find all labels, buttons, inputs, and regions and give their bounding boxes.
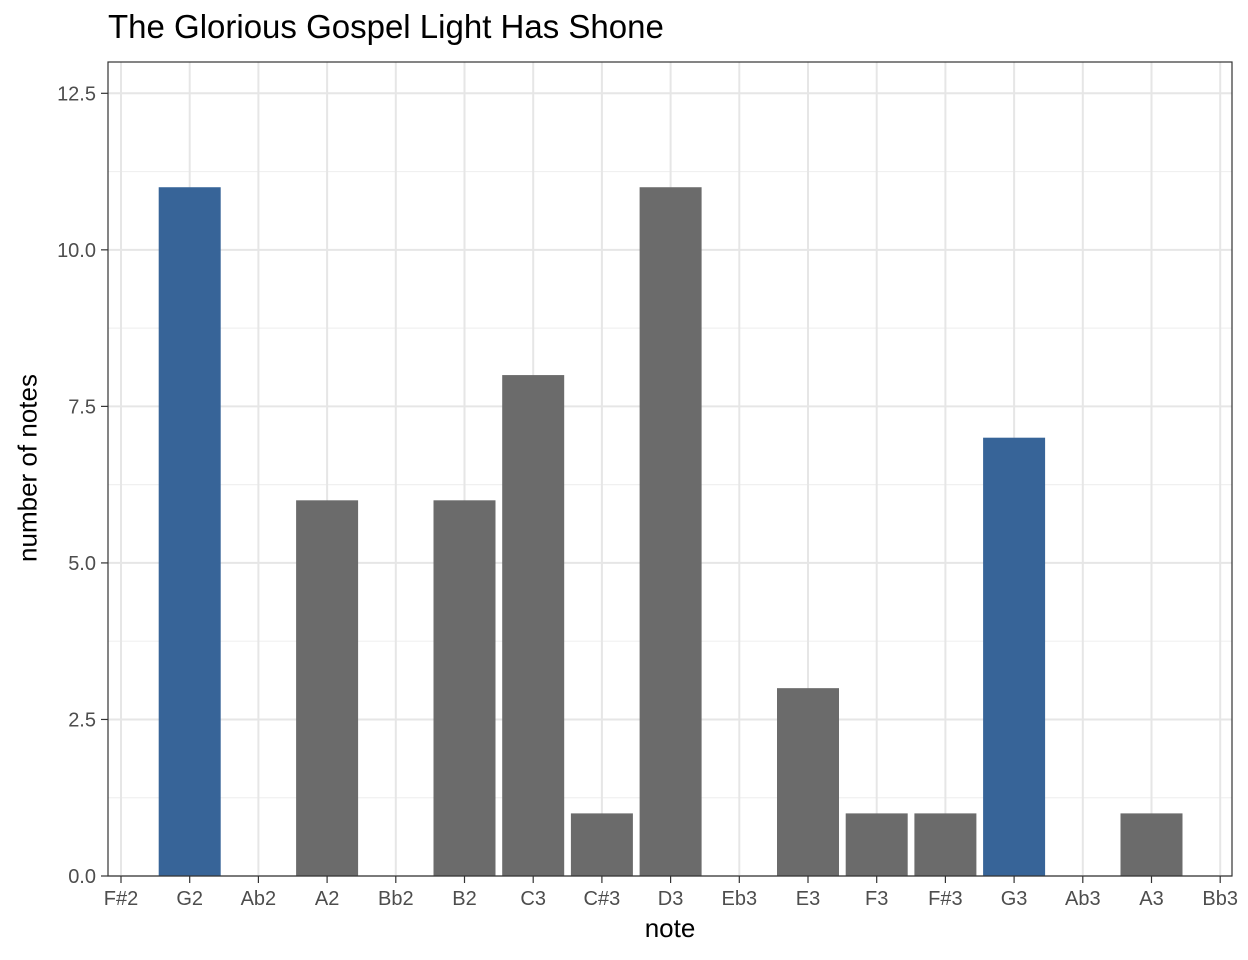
- bar-f3: [845, 813, 908, 876]
- bar-g3: [983, 437, 1046, 876]
- x-tick-label: Bb3: [1202, 888, 1238, 910]
- x-tick-label: A3: [1139, 888, 1163, 910]
- y-tick-label: 5.0: [68, 553, 96, 575]
- x-tick-label: Eb3: [722, 888, 758, 910]
- bar-d3: [639, 187, 702, 876]
- y-tick-label: 7.5: [68, 396, 96, 418]
- bars: [158, 187, 1183, 876]
- y-tick-label: 0.0: [68, 866, 96, 888]
- bar-e3: [777, 688, 839, 876]
- bar-a3: [1120, 813, 1183, 876]
- y-axis: 0.0 2.5 5.0 7.5 10.0 12.5: [57, 83, 108, 888]
- x-tick-label: G2: [176, 888, 203, 910]
- bar-b2: [433, 500, 496, 876]
- x-tick-label: F#2: [104, 888, 138, 910]
- bar-csharp3: [570, 813, 633, 876]
- x-tick-label: E3: [796, 888, 820, 910]
- y-tick-label: 10.0: [57, 240, 96, 262]
- x-tick-label: Bb2: [378, 888, 414, 910]
- x-tick-label: B2: [452, 888, 476, 910]
- bar-g2: [158, 187, 221, 876]
- y-tick-label: 12.5: [57, 83, 96, 105]
- x-tick-label: G3: [1001, 888, 1028, 910]
- chart-title: The Glorious Gospel Light Has Shone: [108, 8, 664, 45]
- x-tick-label: D3: [658, 888, 684, 910]
- y-tick-label: 2.5: [68, 709, 96, 731]
- bar-a2: [296, 500, 359, 876]
- x-tick-label: Ab2: [241, 888, 277, 910]
- x-tick-label: F#3: [928, 888, 962, 910]
- x-tick-label: Ab3: [1065, 888, 1101, 910]
- x-tick-label: A2: [315, 888, 339, 910]
- x-axis-title: note: [644, 913, 696, 943]
- bar-fsharp3: [914, 813, 977, 876]
- x-tick-label: F3: [865, 888, 888, 910]
- x-tick-label: C#3: [584, 888, 621, 910]
- x-tick-label: C3: [520, 888, 546, 910]
- x-axis: F#2 G2 Ab2 A2 Bb2 B2 C3 C#3 D3 Eb3 E3 F3 F#3 G3 Ab3 A3 B…: [104, 876, 1238, 910]
- bar-c3: [502, 375, 565, 876]
